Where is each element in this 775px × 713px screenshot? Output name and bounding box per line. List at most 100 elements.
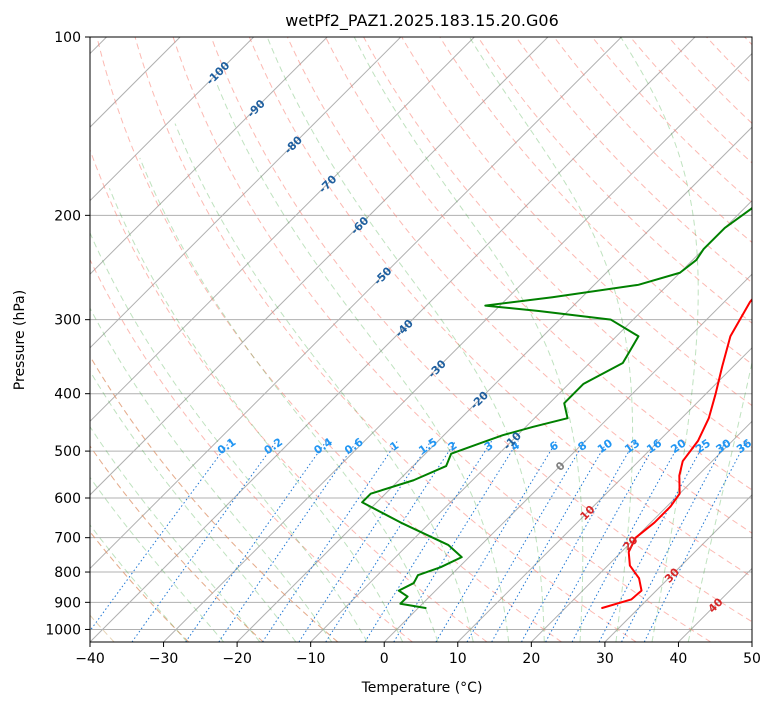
mixing-ratio-line	[185, 440, 328, 642]
x-tick-label: 50	[743, 651, 761, 667]
ice-adiabat	[90, 531, 190, 642]
mixing-ratio-line	[491, 440, 609, 642]
dry-adiabat	[744, 37, 752, 46]
moist-adiabat	[90, 524, 188, 642]
y-tick-label: 200	[54, 208, 81, 224]
dry-adiabat	[96, 37, 562, 642]
mixing-ratio-line	[262, 440, 399, 642]
isotherm-label: -80	[282, 133, 305, 156]
dry-adiabat	[172, 37, 712, 642]
isotherm-line	[457, 347, 752, 642]
mixing-ratio-label: 0.1	[215, 435, 238, 457]
dry-adiabat	[90, 445, 264, 642]
x-tick-label: −40	[75, 651, 105, 667]
ice-adiabat	[90, 445, 264, 642]
moist-adiabat	[216, 83, 510, 642]
moist-adiabat	[174, 123, 474, 642]
isotherm-line	[90, 37, 328, 275]
dry-adiabat	[591, 37, 752, 204]
dry-adiabat	[401, 37, 752, 407]
x-tick-label: −10	[296, 651, 326, 667]
dry-adiabat	[286, 37, 752, 534]
x-tick-label: 10	[449, 651, 467, 667]
mixing-ratio-label: 36	[734, 436, 754, 456]
isotherm-line	[678, 567, 752, 642]
moist-adiabat	[468, 37, 634, 642]
x-tick-label: 20	[522, 651, 540, 667]
dewpoint-profile	[361, 206, 752, 609]
plot-area	[90, 37, 752, 642]
ice-adiabat	[90, 355, 339, 642]
moist-adiabat	[90, 425, 261, 642]
isotherm-line	[751, 641, 752, 642]
dry-adiabat	[553, 37, 752, 244]
moist-adiabat	[139, 157, 439, 642]
y-tick-label: 600	[54, 491, 81, 507]
dry-adiabat	[90, 258, 413, 642]
mixing-ratio-label: 1.5	[416, 435, 439, 457]
isotherm-line	[530, 420, 752, 642]
mixing-ratio-line	[435, 440, 558, 642]
isotherm-line	[90, 37, 402, 349]
isotherm-label: -100	[204, 59, 233, 88]
dry-adiabat	[90, 531, 190, 642]
y-tick-label: 1000	[45, 622, 81, 638]
dry-adiabat	[706, 37, 752, 85]
dry-adiabat	[90, 355, 339, 642]
moist-adiabat	[266, 37, 545, 642]
mixing-ratio-line	[521, 440, 636, 642]
dry-adiabat	[515, 37, 752, 284]
isotherm-line	[383, 273, 752, 642]
chart-title: wetPf2_PAZ1.2025.183.15.20.G06	[285, 11, 559, 31]
y-tick-label: 800	[54, 565, 81, 581]
mixing-ratio-line	[621, 440, 727, 642]
dry-adiabat	[439, 37, 752, 365]
x-tick-label: 0	[380, 651, 389, 667]
dry-adiabat	[248, 37, 752, 578]
y-tick-label: 900	[54, 595, 81, 611]
moist-adiabat	[687, 360, 752, 642]
mixing-ratio-line	[90, 440, 231, 632]
y-tick-label: 300	[54, 313, 81, 329]
x-tick-label: −30	[149, 651, 179, 667]
dry-adiabat	[134, 37, 637, 642]
temperature-profile	[601, 297, 752, 609]
dry-adiabat	[325, 37, 752, 491]
mixing-ratio-line	[393, 440, 519, 642]
mixing-ratio-line	[598, 440, 707, 642]
mixing-ratio-label: 10	[595, 436, 615, 456]
isotherm-line	[90, 37, 622, 570]
mixing-ratio-line	[298, 440, 432, 642]
y-axis-label: Pressure (hPa)	[12, 290, 28, 390]
x-tick-label: 40	[670, 651, 688, 667]
y-tick-label: 700	[54, 531, 81, 547]
isotherm-line	[163, 52, 752, 642]
isotherm-line	[90, 37, 696, 642]
dry-adiabat	[629, 37, 752, 164]
moist-adiabat	[108, 188, 404, 642]
dry-adiabat	[477, 37, 752, 324]
mixing-ratio-line	[364, 440, 493, 642]
mixing-ratio-label: 0.2	[262, 435, 285, 457]
x-tick-label: −20	[222, 651, 252, 667]
dry-adiabat	[363, 37, 752, 449]
x-tick-label: 30	[596, 651, 614, 667]
dry-adiabat	[210, 37, 752, 623]
plot-frame	[89, 36, 753, 643]
mixing-ratio-line	[218, 440, 358, 642]
dry-adiabat	[668, 37, 752, 125]
isotherm-line	[236, 126, 752, 642]
y-tick-label: 400	[54, 387, 81, 403]
y-tick-label: 500	[54, 444, 81, 460]
y-tick-label: 100	[54, 30, 81, 46]
isotherm-line	[604, 494, 752, 642]
isotherm-line	[90, 37, 475, 423]
isotherm-line	[90, 37, 255, 202]
moist-adiabat	[90, 476, 225, 642]
moist-adiabat	[90, 307, 333, 642]
moist-adiabat	[353, 37, 584, 642]
mixing-ratio-label: 0.4	[311, 435, 335, 457]
mixing-ratio-line	[466, 440, 586, 642]
mixing-ratio-label: 25	[693, 437, 713, 456]
